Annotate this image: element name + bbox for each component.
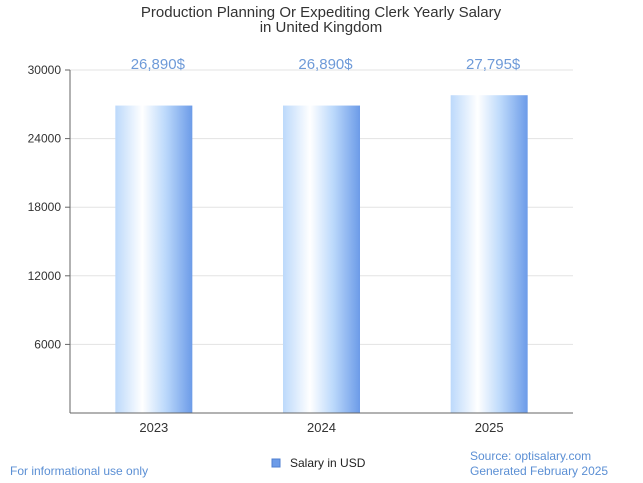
generated-text: Generated February 2025 (470, 464, 608, 478)
bar-2025[interactable] (450, 95, 528, 413)
legend-label: Salary in USD (290, 456, 366, 470)
y-tick-label: 30000 (28, 63, 62, 77)
y-tick-label: 18000 (28, 200, 62, 214)
chart-title-line-1: Production Planning Or Expediting Clerk … (141, 4, 502, 21)
data-label-2025: 27,795$ (466, 56, 521, 73)
data-labels: 26,890$ 26,890$ 27,795$ (131, 56, 521, 73)
data-label-2023: 26,890$ (131, 56, 186, 73)
chart-title-line-2: in United Kingdom (260, 19, 383, 36)
data-label-2024: 26,890$ (298, 56, 353, 73)
y-tick-label: 24000 (28, 132, 62, 146)
y-axis-ticks: 6000 12000 18000 24000 30000 (28, 63, 62, 351)
source-text: Source: optisalary.com (470, 449, 591, 463)
y-tick-label: 6000 (34, 337, 61, 351)
y-tick-label: 12000 (28, 269, 62, 283)
legend-swatch (271, 458, 281, 468)
x-axis-ticks: 2023 2024 2025 (139, 420, 503, 435)
bars (115, 95, 528, 413)
disclaimer-text: For informational use only (10, 464, 148, 478)
x-tick-label-2024: 2024 (307, 420, 336, 435)
x-tick-label-2025: 2025 (475, 420, 504, 435)
bar-2024[interactable] (283, 105, 360, 413)
x-tick-label-2023: 2023 (139, 420, 168, 435)
legend[interactable]: Salary in USD (271, 456, 366, 470)
bar-2023[interactable] (115, 105, 193, 413)
